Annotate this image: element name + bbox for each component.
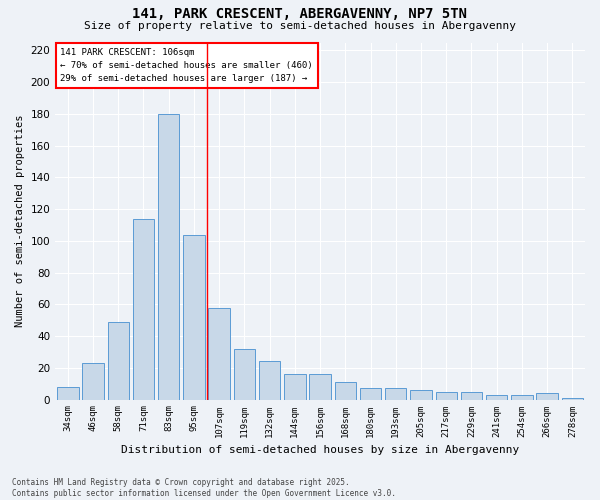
Bar [107,322,129,400]
Bar [57,387,79,400]
Bar [208,308,230,400]
Y-axis label: Number of semi-detached properties: Number of semi-detached properties [15,115,25,328]
Bar [233,349,255,400]
Bar [511,395,533,400]
Bar [410,390,432,400]
Bar [310,374,331,400]
Text: 141 PARK CRESCENT: 106sqm
← 70% of semi-detached houses are smaller (460)
29% of: 141 PARK CRESCENT: 106sqm ← 70% of semi-… [61,48,313,84]
Bar [486,395,508,400]
Text: Size of property relative to semi-detached houses in Abergavenny: Size of property relative to semi-detach… [84,21,516,31]
Text: Contains HM Land Registry data © Crown copyright and database right 2025.
Contai: Contains HM Land Registry data © Crown c… [12,478,396,498]
Bar [82,363,104,400]
Bar [461,392,482,400]
X-axis label: Distribution of semi-detached houses by size in Abergavenny: Distribution of semi-detached houses by … [121,445,519,455]
Bar [158,114,179,400]
Bar [385,388,406,400]
Bar [436,392,457,400]
Bar [536,393,558,400]
Bar [360,388,381,400]
Bar [335,382,356,400]
Text: 141, PARK CRESCENT, ABERGAVENNY, NP7 5TN: 141, PARK CRESCENT, ABERGAVENNY, NP7 5TN [133,8,467,22]
Bar [284,374,305,400]
Bar [133,218,154,400]
Bar [183,234,205,400]
Bar [259,362,280,400]
Bar [562,398,583,400]
